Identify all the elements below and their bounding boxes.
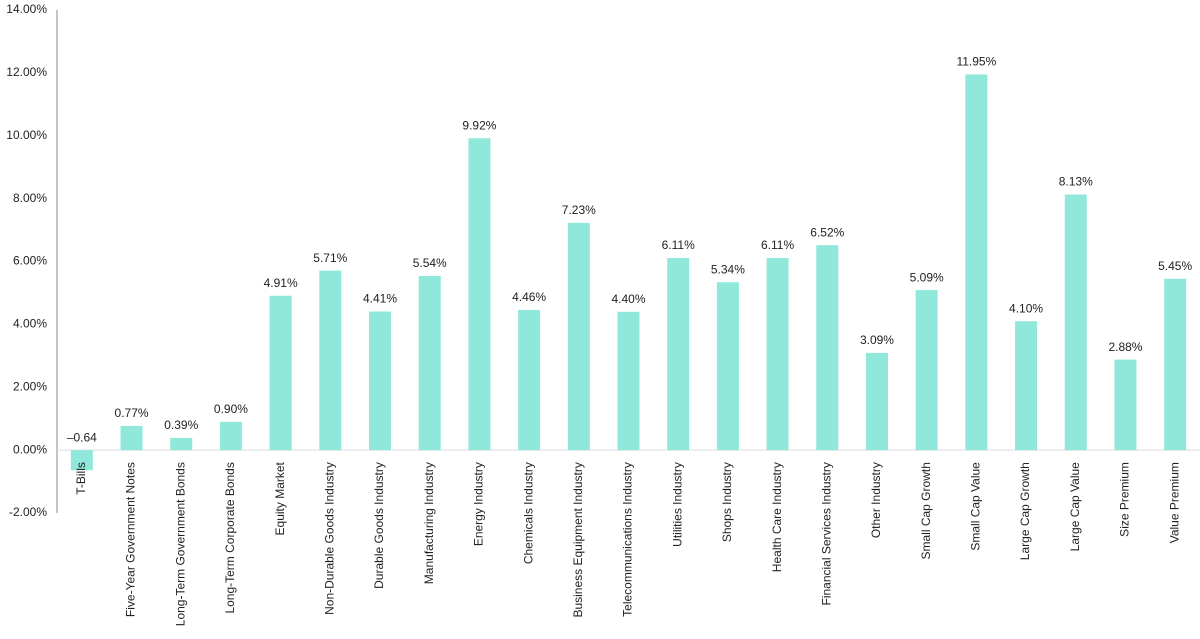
x-tick-label: Telecommunications Industry xyxy=(621,462,635,617)
x-tick-label: T-Bills xyxy=(74,462,88,495)
x-tick-label: Chemicals Industry xyxy=(521,462,535,564)
x-tick-label: Non-Durable Goods Industry xyxy=(322,462,336,615)
bar xyxy=(1015,321,1038,451)
value-label: 11.95% xyxy=(956,55,996,69)
bar xyxy=(965,74,988,451)
bar xyxy=(617,311,640,451)
value-label: 0.77% xyxy=(115,406,149,420)
value-label: 0.39% xyxy=(164,418,198,432)
x-tick-label: Small Cap Value xyxy=(969,462,983,551)
y-tick-label: 6.00% xyxy=(13,254,47,268)
value-label: 8.13% xyxy=(1059,175,1093,189)
x-tick-label: Five-Year Government Notes xyxy=(124,462,138,617)
value-label: 4.91% xyxy=(264,276,298,290)
y-tick-label: 4.00% xyxy=(13,317,47,331)
value-label: 3.09% xyxy=(860,333,894,347)
x-tick-label: Financial Services Industry xyxy=(819,462,833,605)
bar xyxy=(667,258,690,451)
bar xyxy=(468,138,491,451)
bar xyxy=(170,437,193,451)
value-label: 4.41% xyxy=(363,292,397,306)
x-tick-label: Small Cap Growth xyxy=(919,462,933,559)
bar xyxy=(716,282,739,451)
value-label: 5.71% xyxy=(313,251,347,265)
bar xyxy=(120,425,143,451)
x-tick-label: Other Industry xyxy=(869,462,883,538)
bar xyxy=(1064,194,1087,451)
bar xyxy=(518,309,541,451)
value-label: 5.54% xyxy=(413,256,447,270)
value-label: 5.45% xyxy=(1158,259,1192,273)
y-tick-label: 12.00% xyxy=(6,65,47,79)
x-tick-label: Energy Industry xyxy=(472,462,486,546)
y-tick-label: 10.00% xyxy=(6,128,47,142)
value-label: 6.52% xyxy=(810,225,844,239)
y-tick-label: 0.00% xyxy=(13,442,47,456)
bar xyxy=(70,450,93,471)
x-tick-label: Manufacturing Industry xyxy=(422,462,436,584)
bar xyxy=(219,421,242,451)
value-label: 4.10% xyxy=(1009,301,1043,315)
bar xyxy=(766,258,789,451)
x-tick-label: Large Cap Value xyxy=(1068,462,1082,552)
bar xyxy=(567,222,590,451)
value-label: 7.23% xyxy=(562,203,596,217)
bar xyxy=(369,311,392,451)
y-tick-label: 14.00% xyxy=(6,2,47,16)
bar xyxy=(865,352,888,451)
value-label: 9.92% xyxy=(462,118,496,132)
value-label: 4.46% xyxy=(512,290,546,304)
x-tick-label: Durable Goods Industry xyxy=(372,462,386,589)
x-tick-label: Large Cap Growth xyxy=(1018,462,1032,560)
y-tick-label: 2.00% xyxy=(13,379,47,393)
bar xyxy=(319,270,342,451)
bar xyxy=(1114,359,1137,451)
x-tick-label: Equity Market xyxy=(273,461,287,535)
value-label: 6.11% xyxy=(662,238,695,252)
y-tick-label: -2.00% xyxy=(9,505,47,519)
value-label: 2.88% xyxy=(1108,340,1142,354)
x-tick-label: Utilities Industry xyxy=(670,462,684,547)
bar xyxy=(269,295,292,451)
value-label: –0.64 xyxy=(67,430,97,444)
value-label: 0.90% xyxy=(214,402,248,416)
bar xyxy=(418,275,441,451)
value-label: 4.40% xyxy=(611,292,645,306)
x-tick-label: Value Premium xyxy=(1167,462,1181,543)
bar xyxy=(915,290,938,451)
x-tick-label: Health Care Industry xyxy=(770,462,784,572)
value-label: 6.11% xyxy=(761,238,794,252)
x-tick-label: Shops Industry xyxy=(720,462,734,542)
x-tick-label: Long-Term Government Bonds xyxy=(173,462,187,626)
bar xyxy=(816,245,839,451)
value-label: 5.34% xyxy=(711,262,745,276)
bar xyxy=(1164,278,1187,451)
x-tick-label: Business Equipment Industry xyxy=(571,462,585,617)
x-tick-label: Size Premium xyxy=(1118,462,1132,537)
x-tick-label: Long-Term Corporate Bonds xyxy=(223,462,237,613)
value-label: 5.09% xyxy=(910,270,944,284)
y-tick-label: 8.00% xyxy=(13,191,47,205)
